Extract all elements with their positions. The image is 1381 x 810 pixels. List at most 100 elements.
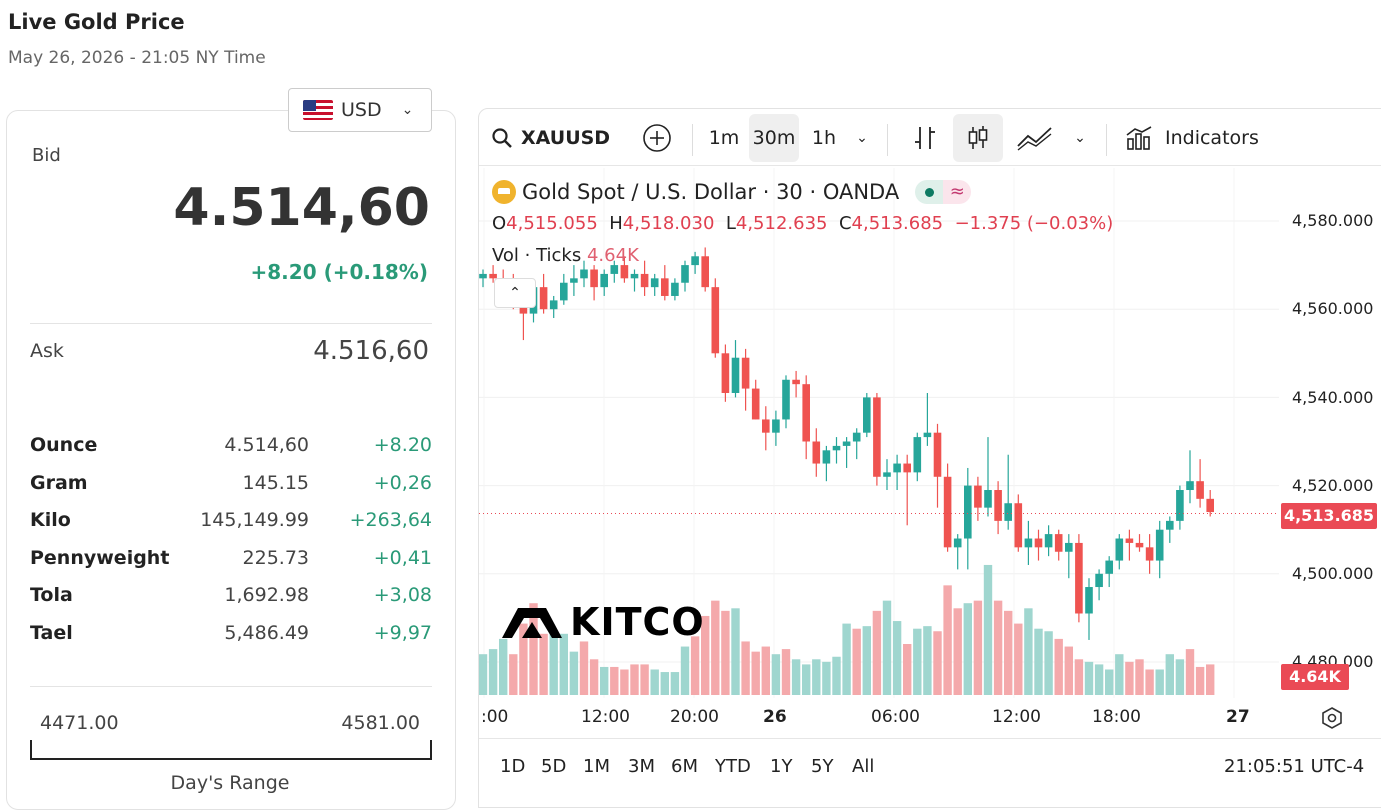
- candle-body: [1034, 538, 1043, 548]
- interval-chevron-down-icon[interactable]: ⌄: [856, 130, 868, 146]
- candle-body: [994, 490, 1002, 521]
- volume-bar: [1145, 669, 1154, 695]
- price-chart[interactable]: [479, 168, 1279, 698]
- volume-bar: [1054, 638, 1063, 695]
- chart-settings-icon[interactable]: [1320, 706, 1344, 735]
- bars-icon: [915, 127, 935, 149]
- candle-body: [691, 256, 699, 266]
- candle-body: [620, 265, 629, 279]
- area-chart-type-button[interactable]: [1013, 112, 1057, 164]
- candles-chart-type-button[interactable]: [953, 114, 1003, 162]
- range-5y[interactable]: 5Y: [811, 756, 834, 777]
- volume-bar: [751, 651, 760, 695]
- y-tick: 4,540.000: [1292, 388, 1374, 407]
- candle-body: [1166, 520, 1174, 530]
- volume-bar: [1195, 666, 1205, 695]
- interval-1m[interactable]: 1m: [708, 127, 740, 149]
- currency-dropdown[interactable]: USD ⌄: [288, 88, 432, 132]
- volume-tag: 4.64K: [1281, 664, 1349, 690]
- candle-body: [943, 476, 952, 548]
- bid-label: Bid: [32, 145, 61, 166]
- volume-bar: [1094, 664, 1104, 695]
- indicators-button[interactable]: Indicators: [1125, 112, 1265, 164]
- volume-label: Vol · Ticks: [492, 245, 582, 266]
- candle-body: [701, 256, 709, 288]
- volume-bar: [539, 633, 548, 695]
- candle-body: [1095, 573, 1103, 588]
- candle-body: [741, 357, 750, 389]
- range-label: Day's Range: [170, 772, 290, 794]
- interval-1h[interactable]: 1h: [811, 127, 837, 149]
- weight-change: +8.20: [373, 434, 432, 456]
- volume-bar: [1206, 664, 1215, 695]
- volume-bar: [670, 672, 680, 695]
- candle-body: [539, 287, 548, 310]
- volume-bar: [973, 600, 983, 695]
- candle-body: [873, 397, 881, 477]
- candle-body: [549, 300, 558, 310]
- interval-30m[interactable]: 30m: [749, 114, 799, 162]
- candle-body: [1186, 481, 1194, 491]
- candle-body: [782, 379, 790, 420]
- chart-type-chevron-down-icon[interactable]: ⌄: [1074, 130, 1086, 146]
- high-value: 4,518.030: [622, 213, 715, 234]
- volume-bar: [559, 633, 568, 695]
- weight-change: +0,26: [373, 472, 432, 494]
- candle-body: [560, 282, 568, 301]
- range-all[interactable]: All: [852, 756, 875, 777]
- weight-price: 4.514,60: [224, 434, 309, 456]
- bar-chart-type-button[interactable]: [903, 112, 947, 164]
- volume-bar: [913, 628, 922, 695]
- candle-body: [1105, 560, 1113, 574]
- y-tick: 4,520.000: [1292, 476, 1374, 495]
- candle-body: [1044, 534, 1053, 548]
- range-1y[interactable]: 1Y: [770, 756, 793, 777]
- volume-bar: [1074, 659, 1084, 695]
- candle-body: [802, 384, 810, 442]
- y-tick: 4,580.000: [1292, 211, 1374, 230]
- volume-bar: [579, 641, 589, 695]
- volume-legend: Vol · Ticks 4.64K: [492, 245, 639, 266]
- volume-bar: [943, 585, 952, 695]
- x-tick: 27: [1226, 707, 1250, 727]
- volume-bar: [1135, 659, 1144, 695]
- kitco-logo-icon: [502, 608, 562, 638]
- volume-bar: [529, 603, 538, 695]
- x-tick: 18:00: [1092, 707, 1141, 727]
- range-5d[interactable]: 5D: [541, 756, 567, 777]
- symbol-label: XAUUSD: [521, 127, 611, 149]
- volume-bar: [701, 615, 710, 695]
- range-1m[interactable]: 1M: [583, 756, 610, 777]
- bid-value: 4.514,60: [173, 178, 430, 238]
- toolbar-separator: [692, 124, 693, 156]
- currency-label: USD: [341, 99, 382, 121]
- range-1d[interactable]: 1D: [500, 756, 526, 777]
- symbol-search[interactable]: XAUUSD: [491, 112, 611, 164]
- volume-bar: [781, 649, 791, 695]
- range-bar: [479, 738, 1381, 793]
- collapse-legend-button[interactable]: ⌃: [494, 278, 536, 308]
- compare-button[interactable]: [639, 112, 675, 164]
- range-ytd[interactable]: YTD: [715, 756, 751, 777]
- volume-bar: [852, 628, 861, 695]
- search-icon: [492, 128, 512, 148]
- volume-bar: [569, 651, 579, 695]
- current-price-tag: 4,513.685: [1281, 503, 1377, 529]
- weight-unit: Ounce: [30, 434, 98, 456]
- status-pills: ≈: [915, 180, 972, 204]
- candle-body: [852, 432, 861, 442]
- candle-body: [832, 445, 841, 451]
- candle-body: [640, 273, 649, 288]
- indicators-label: Indicators: [1165, 127, 1259, 149]
- candle-body: [590, 269, 598, 288]
- range-6m[interactable]: 6M: [671, 756, 698, 777]
- weight-price: 225.73: [242, 547, 309, 569]
- x-tick: 20:00: [670, 707, 719, 727]
- weight-unit: Tola: [30, 584, 73, 606]
- weight-row-gram: Gram 145.15 +0,26: [30, 472, 432, 502]
- high-label: H: [609, 213, 623, 234]
- candle-body: [600, 273, 608, 288]
- volume-value: 4.64K: [586, 245, 639, 266]
- volume-bar: [761, 646, 770, 695]
- range-3m[interactable]: 3M: [628, 756, 655, 777]
